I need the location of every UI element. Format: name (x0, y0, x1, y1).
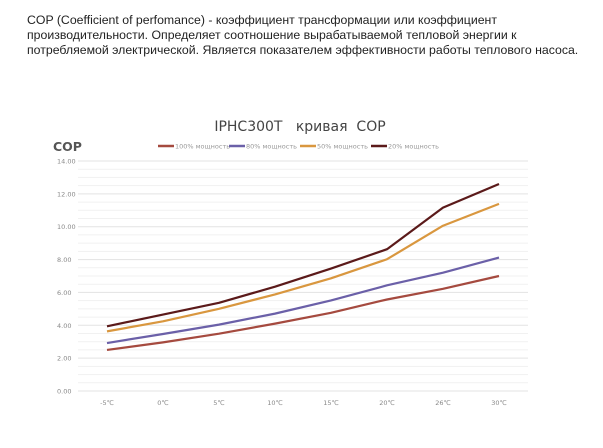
y-tick-label: 10.00 (57, 223, 76, 231)
y-tick-label: 0.00 (57, 388, 71, 396)
legend-label: 50% мощность (317, 143, 368, 151)
series-line-20 (106, 182, 500, 328)
legend-label: 80% мощность (246, 143, 297, 151)
series-line-80 (106, 256, 500, 345)
intro-paragraph: COP (Coefficient of perfomance) - коэффи… (27, 13, 579, 57)
x-tick-label: -5℃ (100, 399, 114, 407)
series-line-50 (106, 202, 500, 333)
chart-title: IPHC300T кривая COP (214, 119, 385, 135)
legend-label: 100% мощность (175, 143, 230, 151)
y-axis-label: COP (53, 139, 82, 154)
y-tick-label: 8.00 (57, 256, 71, 264)
series-line-100 (106, 274, 500, 352)
x-tick-label: 26℃ (435, 399, 451, 407)
legend-label: 20% мощность (388, 143, 439, 151)
x-tick-label: 15℃ (323, 399, 339, 407)
x-tick-label: 10℃ (267, 399, 283, 407)
x-tick-label: 5℃ (213, 399, 224, 407)
y-tick-label: 6.00 (57, 289, 71, 297)
y-tick-label: 2.00 (57, 355, 71, 363)
y-tick-label: 14.00 (57, 158, 76, 166)
x-tick-label: 0℃ (157, 399, 168, 407)
x-tick-label: 20℃ (379, 399, 395, 407)
x-tick-label: 30℃ (491, 399, 507, 407)
y-tick-label: 12.00 (57, 190, 76, 198)
y-tick-label: 4.00 (57, 322, 71, 330)
